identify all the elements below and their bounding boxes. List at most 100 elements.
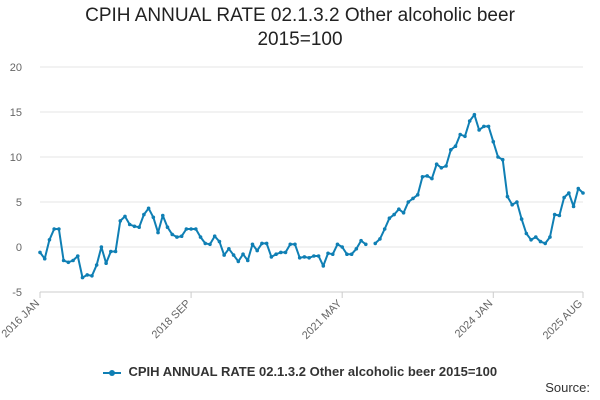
data-point[interactable] bbox=[364, 242, 368, 247]
data-point[interactable] bbox=[99, 245, 104, 249]
data-point[interactable] bbox=[430, 176, 434, 181]
data-point[interactable] bbox=[330, 252, 335, 256]
data-point[interactable] bbox=[194, 227, 198, 231]
data-point[interactable] bbox=[581, 191, 585, 195]
data-point[interactable] bbox=[57, 227, 61, 231]
data-point[interactable] bbox=[151, 215, 156, 220]
data-point[interactable] bbox=[61, 258, 66, 263]
data-point[interactable] bbox=[533, 235, 538, 239]
data-point[interactable] bbox=[397, 207, 401, 211]
data-point[interactable] bbox=[515, 200, 519, 204]
data-point[interactable] bbox=[335, 242, 340, 247]
data-point[interactable] bbox=[137, 225, 141, 229]
data-point[interactable] bbox=[529, 238, 533, 242]
data-point[interactable] bbox=[189, 227, 193, 231]
data-point[interactable] bbox=[567, 191, 571, 195]
data-point[interactable] bbox=[160, 213, 165, 218]
data-point[interactable] bbox=[123, 214, 127, 219]
data-point[interactable] bbox=[401, 211, 406, 215]
data-point[interactable] bbox=[345, 252, 349, 256]
data-point[interactable] bbox=[165, 225, 170, 229]
data-point[interactable] bbox=[42, 256, 47, 261]
data-point[interactable] bbox=[241, 252, 245, 256]
data-point[interactable] bbox=[382, 227, 387, 231]
data-point[interactable] bbox=[288, 242, 293, 247]
data-point[interactable] bbox=[146, 206, 151, 211]
legend[interactable]: CPIH ANNUAL RATE 02.1.3.2 Other alcoholi… bbox=[0, 364, 600, 379]
data-point[interactable] bbox=[175, 235, 179, 239]
data-point[interactable] bbox=[406, 200, 411, 204]
data-point[interactable] bbox=[255, 248, 259, 253]
data-point[interactable] bbox=[378, 237, 382, 241]
data-point[interactable] bbox=[222, 253, 226, 257]
data-point[interactable] bbox=[208, 242, 212, 247]
data-point[interactable] bbox=[75, 254, 80, 258]
data-point[interactable] bbox=[127, 222, 132, 227]
data-point[interactable] bbox=[453, 144, 458, 148]
data-point[interactable] bbox=[316, 254, 321, 258]
data-point[interactable] bbox=[231, 253, 236, 257]
data-point[interactable] bbox=[71, 258, 75, 263]
data-point[interactable] bbox=[524, 231, 529, 236]
data-point[interactable] bbox=[142, 212, 146, 217]
data-point[interactable] bbox=[326, 251, 330, 256]
data-point[interactable] bbox=[104, 261, 108, 266]
data-point[interactable] bbox=[302, 255, 307, 259]
data-point[interactable] bbox=[94, 263, 99, 267]
data-point[interactable] bbox=[576, 186, 581, 191]
data-point[interactable] bbox=[340, 245, 344, 249]
data-point[interactable] bbox=[444, 164, 448, 168]
data-point[interactable] bbox=[477, 128, 481, 132]
data-point[interactable] bbox=[260, 241, 264, 246]
data-point[interactable] bbox=[411, 196, 415, 201]
data-point[interactable] bbox=[52, 227, 56, 231]
data-point[interactable] bbox=[212, 234, 217, 238]
data-point[interactable] bbox=[66, 260, 71, 265]
data-point[interactable] bbox=[217, 239, 222, 244]
data-point[interactable] bbox=[170, 232, 175, 237]
data-point[interactable] bbox=[307, 255, 311, 260]
data-point[interactable] bbox=[467, 119, 472, 123]
data-point[interactable] bbox=[500, 157, 505, 162]
data-point[interactable] bbox=[293, 242, 297, 247]
data-point[interactable] bbox=[269, 255, 274, 259]
data-point[interactable] bbox=[38, 250, 42, 255]
data-point[interactable] bbox=[519, 217, 524, 221]
data-point[interactable] bbox=[491, 139, 496, 144]
data-point[interactable] bbox=[274, 252, 278, 256]
data-point[interactable] bbox=[557, 213, 562, 218]
data-point[interactable] bbox=[420, 175, 425, 179]
data-point[interactable] bbox=[496, 155, 500, 159]
data-point[interactable] bbox=[510, 202, 514, 207]
data-point[interactable] bbox=[312, 254, 316, 258]
data-point[interactable] bbox=[113, 249, 118, 254]
data-point[interactable] bbox=[118, 219, 123, 223]
data-point[interactable] bbox=[245, 258, 250, 263]
data-point[interactable] bbox=[562, 195, 566, 200]
data-point[interactable] bbox=[571, 204, 576, 209]
data-point[interactable] bbox=[250, 242, 255, 247]
data-point[interactable] bbox=[387, 216, 392, 220]
data-point[interactable] bbox=[109, 249, 113, 254]
data-point[interactable] bbox=[227, 247, 231, 251]
data-point[interactable] bbox=[458, 132, 463, 137]
data-point[interactable] bbox=[543, 241, 548, 246]
data-point[interactable] bbox=[179, 234, 184, 238]
data-point[interactable] bbox=[283, 250, 288, 255]
data-point[interactable] bbox=[472, 112, 477, 117]
data-point[interactable] bbox=[482, 124, 486, 129]
data-point[interactable] bbox=[264, 241, 269, 246]
data-point[interactable] bbox=[415, 193, 420, 197]
data-point[interactable] bbox=[392, 212, 396, 217]
data-point[interactable] bbox=[359, 238, 363, 243]
data-point[interactable] bbox=[132, 224, 137, 229]
data-point[interactable] bbox=[486, 124, 491, 129]
data-point[interactable] bbox=[349, 252, 354, 256]
data-point[interactable] bbox=[463, 134, 467, 139]
data-point[interactable] bbox=[198, 235, 203, 239]
data-point[interactable] bbox=[80, 275, 85, 280]
data-point[interactable] bbox=[90, 274, 94, 278]
data-point[interactable] bbox=[505, 194, 510, 199]
data-point[interactable] bbox=[439, 166, 444, 170]
data-point[interactable] bbox=[373, 241, 378, 246]
